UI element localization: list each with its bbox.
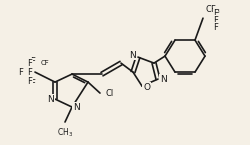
Text: F: F	[213, 9, 218, 18]
Text: CH$_3$: CH$_3$	[57, 126, 73, 138]
Text: N: N	[73, 103, 80, 112]
Text: N: N	[129, 51, 136, 60]
Text: CF: CF	[41, 60, 50, 66]
Text: F: F	[213, 16, 218, 25]
Text: N: N	[160, 75, 167, 84]
Text: F: F	[28, 77, 32, 86]
Text: CF$_3$: CF$_3$	[205, 4, 221, 16]
Text: N: N	[47, 95, 54, 104]
Text: O: O	[143, 83, 150, 92]
Text: F: F	[30, 79, 36, 88]
Text: F: F	[18, 68, 24, 77]
Text: F: F	[28, 68, 32, 77]
Text: F: F	[28, 59, 32, 68]
Text: F: F	[30, 57, 36, 66]
Text: F: F	[213, 23, 218, 32]
Text: Cl: Cl	[105, 89, 113, 98]
